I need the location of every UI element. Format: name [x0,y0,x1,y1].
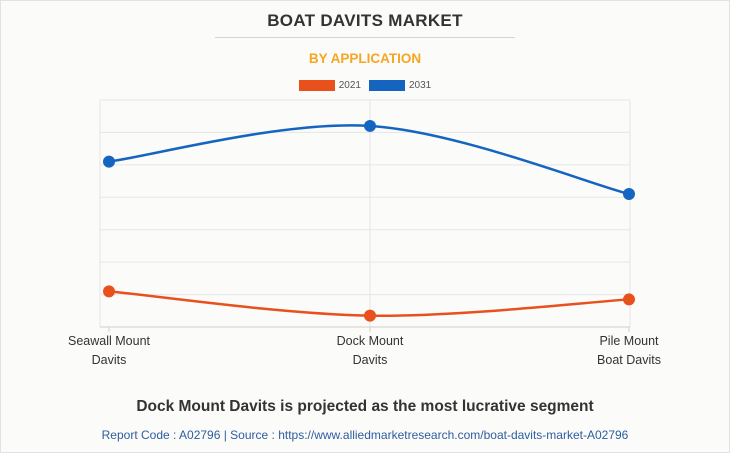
legend-swatch-2031 [369,80,405,91]
legend-label-2021: 2021 [338,80,361,91]
chart-legend: 2021 2031 [0,80,730,91]
legend-label-2031: 2031 [409,80,432,91]
x-tick-label-2: Pile Mount Boat Davits [597,334,661,367]
footer-headline: Dock Mount Davits is projected as the mo… [136,398,594,415]
title-divider [215,37,515,38]
x-tick-label-0: Seawall Mount Davits [68,334,151,367]
x-tick-label-1: Dock Mount Davits [337,334,404,367]
chart-subtitle: BY APPLICATION [308,51,422,66]
data-point-2031-2 [623,188,635,201]
data-point-2031-0 [103,155,115,168]
legend-item-2021[interactable]: 2021 [298,80,361,91]
chart-title: BOAT DAVITS MARKET [267,11,463,30]
footer-source[interactable]: Report Code : A02796 | Source : https://… [101,428,629,442]
data-point-2021-0 [103,285,115,298]
data-point-2021-1 [364,309,376,322]
data-point-2021-2 [623,293,635,306]
series-line-2031 [108,124,630,196]
data-point-2031-1 [364,119,376,132]
legend-swatch-2021 [298,80,335,91]
legend-item-2031[interactable]: 2031 [369,80,431,91]
